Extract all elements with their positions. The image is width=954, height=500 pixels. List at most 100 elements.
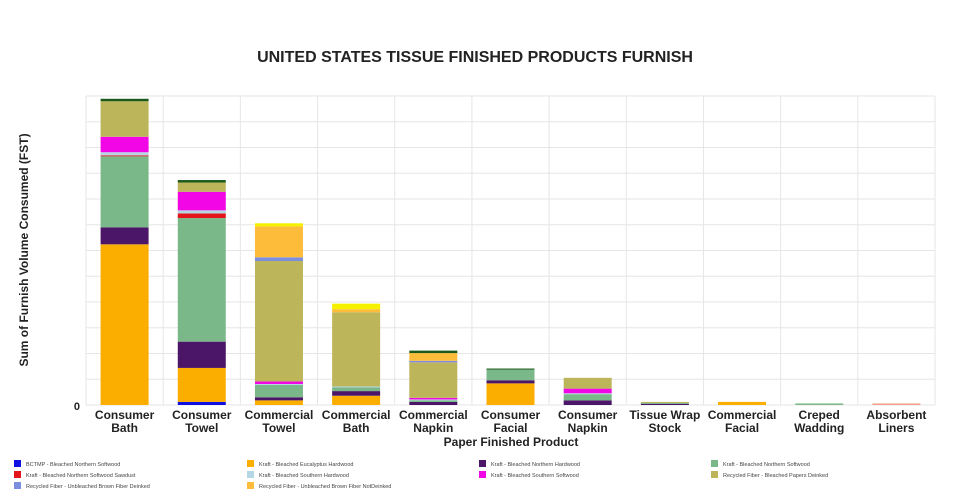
y-tick-label-0: 0 <box>74 401 80 413</box>
bar-segment <box>177 367 226 402</box>
legend-label: Recycled Fiber - Bleached Papers Deinked <box>723 473 828 479</box>
legend-label: Kraft - Bleached Northern Softwood Sawdu… <box>26 473 136 479</box>
x-tick-label: Consumer Bath <box>95 408 155 435</box>
legend-swatch <box>14 471 21 478</box>
bar-segment <box>795 403 844 405</box>
bar-segment <box>177 180 226 183</box>
legend-swatch <box>14 460 21 467</box>
legend-swatch <box>711 460 718 467</box>
bar-segment <box>177 401 226 405</box>
bar-segment <box>640 401 689 403</box>
bar-segment <box>332 309 381 313</box>
legend-item: Recycled Fiber - Bleached Papers Deinked <box>711 471 828 479</box>
bar-segment <box>177 218 226 342</box>
legend-item: Kraft - Bleached Northern Softwood Sawdu… <box>14 471 136 479</box>
bar-segment <box>486 383 535 405</box>
bar-segment <box>100 152 149 156</box>
bar-segment <box>332 303 381 310</box>
bar-segment <box>100 244 149 405</box>
legend: BCTMP - Bleached Northern Softwood Kraft … <box>14 460 828 490</box>
bar-segment <box>409 350 458 354</box>
bar-segment <box>640 403 689 405</box>
legend-label: BCTMP - Bleached Northern Softwood <box>26 462 120 468</box>
bar-segment <box>100 227 149 245</box>
legend-swatch <box>247 471 254 478</box>
bar-segment <box>254 257 303 262</box>
x-tick-label: Consumer Towel <box>172 408 232 435</box>
bar-segment <box>254 261 303 382</box>
bar-segment <box>100 156 149 228</box>
legend-swatch <box>711 471 718 478</box>
legend-label: Recycled Fiber - Unbleached Brown Fiber … <box>259 484 391 490</box>
x-tick-label: Commercial Towel <box>245 408 314 435</box>
legend-label: Kraft - Bleached Northern Hardwood <box>491 462 580 468</box>
bar-segment <box>254 383 303 385</box>
x-tick-label: Consumer Facial <box>481 408 541 435</box>
bar-segment <box>486 369 535 381</box>
bar-segment <box>409 362 458 398</box>
bar-segment <box>486 380 535 384</box>
legend-item: Kraft - Bleached Eucalyptus Hardwood <box>247 460 353 468</box>
x-tick-label: Commercial Napkin <box>399 408 468 435</box>
x-axis-label: Paper Finished Product <box>444 435 579 449</box>
legend-item: Kraft - Bleached Southern Softwood <box>479 471 579 479</box>
bar-segment <box>100 101 149 137</box>
legend-item: Kraft - Bleached Southern Hardwood <box>247 471 349 479</box>
bar-segment <box>409 360 458 363</box>
legend-swatch <box>247 482 254 489</box>
bar-segment <box>563 400 612 405</box>
bar-segment <box>332 395 381 405</box>
bar-segment <box>177 191 226 211</box>
bar-segment <box>332 312 381 387</box>
legend-label: Kraft - Bleached Eucalyptus Hardwood <box>259 462 353 468</box>
bar-segment <box>872 403 921 405</box>
legend-label: Kraft - Bleached Northern Softwood <box>723 462 810 468</box>
bar-stacks <box>100 98 921 405</box>
x-tick-label: Commercial Facial <box>708 408 777 435</box>
x-tick-label: Tissue Wrap Stock <box>629 408 700 435</box>
bar-segment <box>254 381 303 384</box>
bar-segment <box>563 377 612 389</box>
legend-swatch <box>247 460 254 467</box>
legend-swatch <box>479 471 486 478</box>
bar-segment <box>332 387 381 392</box>
bar-segment <box>254 400 303 405</box>
legend-item: BCTMP - Bleached Northern Softwood <box>14 460 120 468</box>
bar-segment <box>100 136 149 153</box>
bar-segment <box>177 341 226 368</box>
legend-swatch <box>479 460 486 467</box>
bar-segment <box>563 388 612 394</box>
bar-segment <box>254 384 303 398</box>
bar-segment <box>100 155 149 157</box>
chart-title: UNITED STATES TISSUE FINISHED PRODUCTS F… <box>257 49 693 66</box>
bar-segment <box>486 368 535 370</box>
bar-segment <box>254 226 303 258</box>
x-tick-label: Absorbent Liners <box>866 408 926 435</box>
x-tick-labels: Consumer Bath Consumer Towel Commercial Towel… <box>95 408 926 435</box>
legend-item: Recycled Fiber - Unbleached Brown Fiber … <box>247 482 391 490</box>
bar-segment <box>409 401 458 405</box>
bar-segment <box>409 353 458 361</box>
bar-segment <box>177 213 226 219</box>
legend-swatch <box>14 482 21 489</box>
x-tick-label: Creped Wadding <box>794 408 844 435</box>
bar-segment <box>332 391 381 396</box>
y-axis-label: Sum of Furnish Volume Consumed (FST) <box>17 133 31 366</box>
bar-segment <box>409 400 458 402</box>
legend-item: Recycled Fiber - Unbleached Brown Fiber … <box>14 482 150 490</box>
legend-label: Recycled Fiber - Unbleached Brown Fiber … <box>26 484 150 490</box>
bar-segment <box>409 399 458 401</box>
bar-segment <box>177 210 226 214</box>
bar-segment <box>563 394 612 401</box>
legend-label: Kraft - Bleached Southern Hardwood <box>259 473 349 479</box>
bar-segment <box>177 182 226 192</box>
bar-segment <box>100 98 149 102</box>
bar-segment <box>563 393 612 395</box>
bar-segment <box>332 386 381 388</box>
x-tick-label: Consumer Napkin <box>558 408 618 435</box>
bar-segment <box>409 397 458 400</box>
bar-segment <box>254 397 303 401</box>
legend-item: Kraft - Bleached Northern Softwood <box>711 460 810 468</box>
x-tick-label: Commercial Bath <box>322 408 391 435</box>
